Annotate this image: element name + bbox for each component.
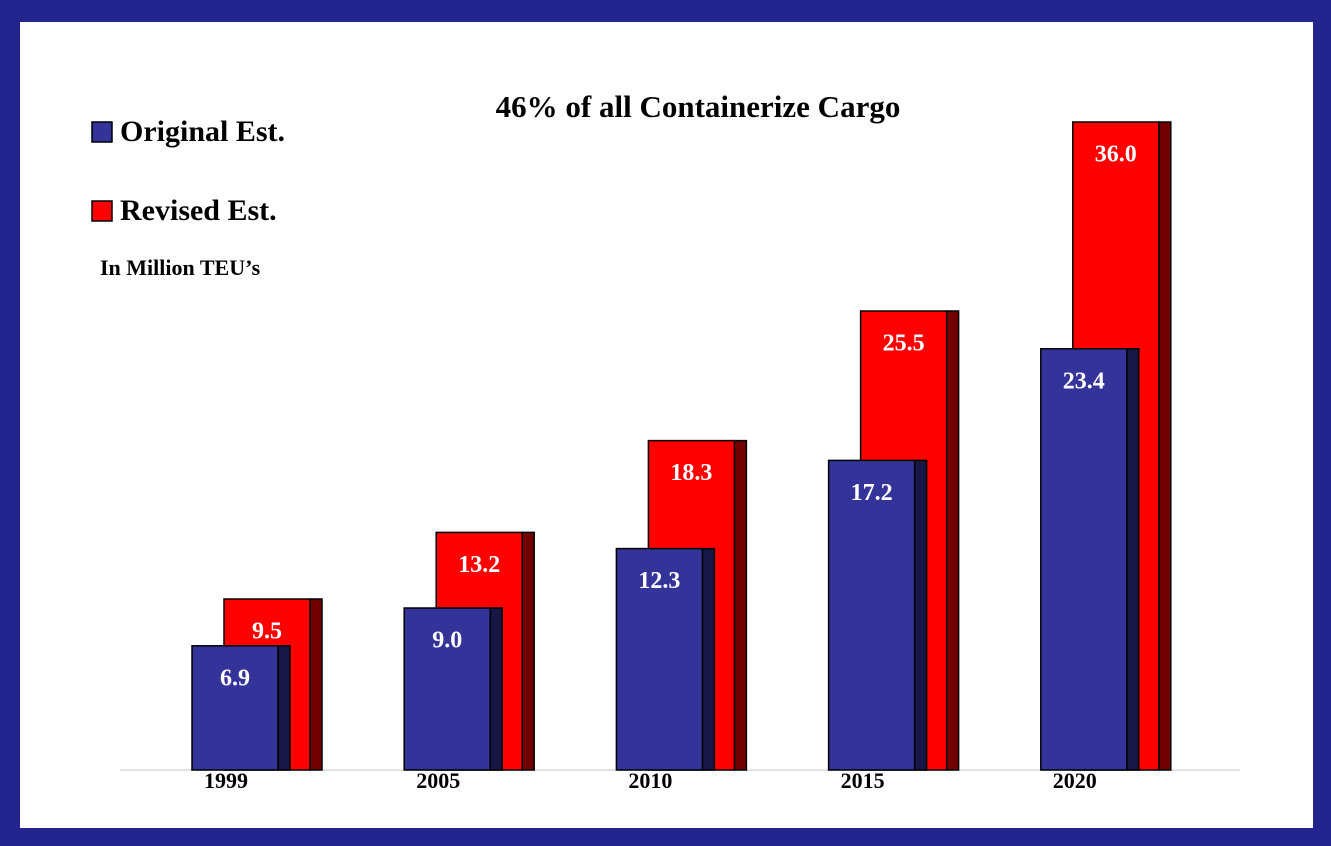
- bar-side: [521, 531, 535, 771]
- x-tick-label: 1999: [204, 768, 248, 793]
- data-label: 9.0: [432, 628, 462, 654]
- legend-label: Revised Est.: [120, 194, 277, 227]
- bar-side: [1126, 348, 1140, 771]
- bar: [827, 459, 916, 771]
- bar-side: [701, 547, 716, 771]
- unit-label: In Million TEU’s: [100, 255, 261, 280]
- bar-side: [1158, 121, 1172, 771]
- data-label: 23.4: [1063, 368, 1105, 394]
- data-label: 13.2: [458, 552, 500, 578]
- bar-side: [489, 607, 503, 771]
- bar-side: [733, 439, 748, 771]
- chart-title: 46% of all Containerize Cargo: [496, 89, 901, 124]
- legend-swatch: [91, 121, 113, 143]
- legend-label: Original Est.: [120, 115, 285, 148]
- bar-side: [309, 598, 323, 771]
- bar: [191, 645, 279, 771]
- data-label: 36.0: [1095, 142, 1137, 168]
- data-label: 25.5: [883, 331, 925, 357]
- x-tick-label: 2010: [628, 768, 672, 793]
- x-tick-label: 2015: [841, 768, 885, 793]
- bar: [403, 607, 491, 771]
- bar-side: [913, 459, 928, 771]
- data-label: 17.2: [851, 480, 893, 506]
- data-label: 12.3: [638, 568, 680, 594]
- data-label: 6.9: [220, 665, 250, 691]
- x-tick-label: 2020: [1053, 768, 1097, 793]
- bar: [615, 547, 704, 771]
- bar-side: [945, 310, 960, 771]
- x-tick-label: 2005: [416, 768, 460, 793]
- legend-swatch: [91, 200, 113, 222]
- bar: [1040, 348, 1128, 771]
- data-label: 18.3: [670, 460, 712, 486]
- data-label: 9.5: [252, 619, 282, 645]
- bar-side: [277, 645, 291, 771]
